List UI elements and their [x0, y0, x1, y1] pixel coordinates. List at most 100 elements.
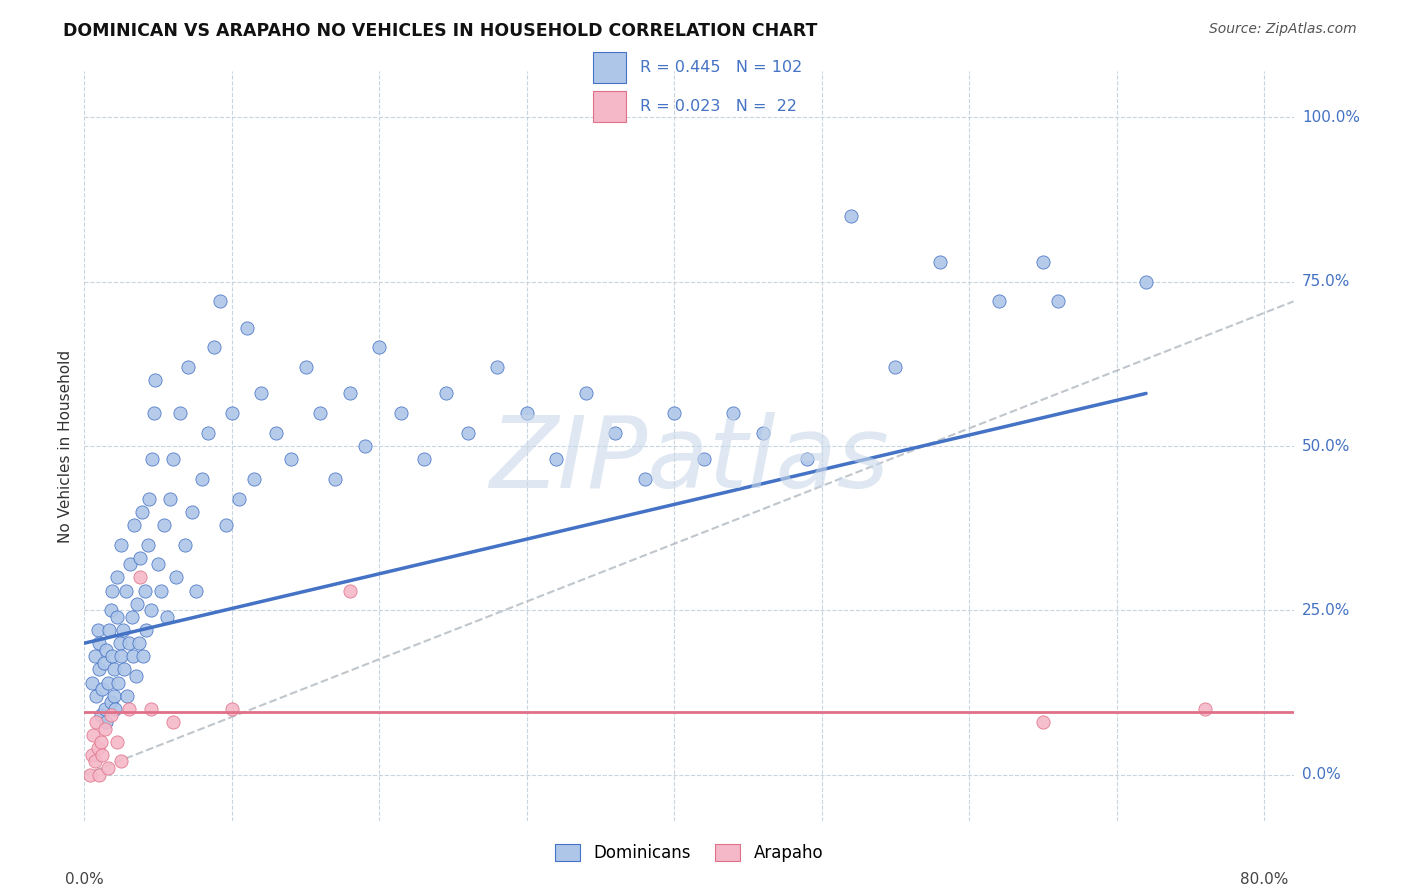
- Point: [159, 491, 181, 506]
- Point: [264, 425, 287, 440]
- Point: [1032, 714, 1054, 729]
- Point: [243, 472, 266, 486]
- Point: [83, 649, 105, 664]
- Point: [96, 642, 118, 657]
- Point: [156, 610, 179, 624]
- Point: [103, 689, 125, 703]
- Text: ZIPatlas: ZIPatlas: [489, 412, 889, 509]
- Point: [120, 558, 142, 572]
- Point: [122, 649, 145, 664]
- Text: 0.0%: 0.0%: [1302, 767, 1340, 782]
- Point: [162, 452, 184, 467]
- Point: [221, 406, 243, 420]
- Point: [86, 741, 108, 756]
- Point: [235, 320, 257, 334]
- Text: DOMINICAN VS ARAPAHO NO VEHICLES IN HOUSEHOLD CORRELATION CHART: DOMINICAN VS ARAPAHO NO VEHICLES IN HOUS…: [63, 22, 818, 40]
- Point: [751, 425, 773, 440]
- Point: [176, 360, 198, 375]
- Point: [153, 517, 176, 532]
- Point: [280, 452, 302, 467]
- Point: [105, 735, 128, 749]
- Point: [87, 767, 110, 781]
- Point: [323, 472, 346, 486]
- Point: [91, 747, 114, 762]
- Point: [104, 702, 127, 716]
- Point: [110, 755, 132, 769]
- Point: [142, 406, 165, 420]
- Point: [94, 702, 117, 716]
- Point: [165, 570, 187, 584]
- Bar: [593, 91, 627, 121]
- Point: [221, 702, 243, 716]
- Point: [134, 583, 156, 598]
- Point: [105, 570, 128, 584]
- Point: [136, 538, 159, 552]
- Point: [138, 491, 160, 506]
- Point: [87, 636, 110, 650]
- Point: [127, 597, 149, 611]
- Point: [839, 209, 862, 223]
- Point: [97, 675, 120, 690]
- Point: [457, 425, 479, 440]
- Point: [98, 623, 121, 637]
- Point: [1135, 275, 1157, 289]
- Point: [100, 603, 122, 617]
- Text: Source: ZipAtlas.com: Source: ZipAtlas.com: [1209, 22, 1357, 37]
- Point: [250, 386, 273, 401]
- Point: [215, 517, 238, 532]
- Point: [1194, 702, 1216, 716]
- Point: [100, 695, 122, 709]
- Point: [181, 505, 204, 519]
- Point: [1046, 294, 1069, 309]
- Legend: Dominicans, Arapaho: Dominicans, Arapaho: [548, 837, 830, 869]
- Point: [162, 714, 184, 729]
- Point: [486, 360, 509, 375]
- Point: [94, 722, 117, 736]
- Point: [412, 452, 434, 467]
- Point: [131, 505, 153, 519]
- Point: [339, 583, 361, 598]
- Point: [110, 649, 132, 664]
- Point: [117, 702, 139, 716]
- Point: [128, 636, 150, 650]
- Point: [100, 708, 122, 723]
- Point: [96, 714, 118, 729]
- Point: [90, 708, 112, 723]
- Point: [84, 689, 107, 703]
- Point: [575, 386, 598, 401]
- Point: [173, 538, 195, 552]
- Point: [139, 603, 162, 617]
- Point: [112, 663, 135, 677]
- Point: [150, 583, 173, 598]
- Point: [82, 728, 104, 742]
- Point: [664, 406, 686, 420]
- Point: [87, 663, 110, 677]
- Point: [141, 452, 163, 467]
- Text: 75.0%: 75.0%: [1302, 274, 1350, 289]
- Point: [208, 294, 231, 309]
- Point: [605, 425, 627, 440]
- Point: [135, 623, 157, 637]
- Point: [101, 583, 124, 598]
- Point: [228, 491, 250, 506]
- Point: [80, 747, 103, 762]
- Point: [884, 360, 907, 375]
- Point: [79, 767, 101, 781]
- Point: [129, 550, 152, 565]
- Point: [692, 452, 714, 467]
- Point: [1032, 255, 1054, 269]
- Point: [309, 406, 332, 420]
- Point: [86, 623, 108, 637]
- Point: [516, 406, 538, 420]
- Point: [114, 583, 136, 598]
- Point: [105, 610, 128, 624]
- Point: [117, 636, 139, 650]
- Point: [434, 386, 457, 401]
- Y-axis label: No Vehicles in Household: No Vehicles in Household: [58, 350, 73, 542]
- Point: [191, 472, 214, 486]
- Point: [186, 583, 208, 598]
- Text: 0.0%: 0.0%: [65, 871, 104, 887]
- Point: [84, 714, 107, 729]
- Point: [368, 340, 391, 354]
- Point: [80, 675, 103, 690]
